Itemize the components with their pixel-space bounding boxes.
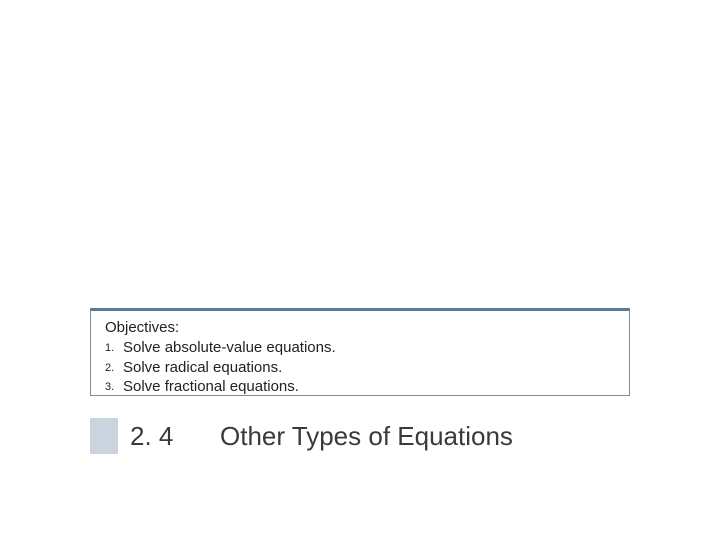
list-item: 1. Solve absolute-value equations.: [123, 338, 615, 358]
item-number: 3.: [105, 380, 114, 394]
item-text: Solve absolute-value equations.: [123, 339, 336, 356]
objectives-list: 1. Solve absolute-value equations. 2. So…: [105, 338, 615, 397]
item-number: 2.: [105, 361, 114, 375]
section-number: 2. 4: [130, 421, 220, 452]
objectives-box: Objectives: 1. Solve absolute-value equa…: [90, 308, 630, 396]
objectives-heading: Objectives:: [105, 319, 615, 336]
list-item: 3. Solve fractional equations.: [123, 377, 615, 397]
list-item: 2. Solve radical equations.: [123, 358, 615, 378]
title-row: 2. 4 Other Types of Equations: [90, 418, 630, 454]
section-title: Other Types of Equations: [220, 421, 513, 452]
item-text: Solve radical equations.: [123, 359, 282, 376]
item-number: 1.: [105, 341, 114, 355]
item-text: Solve fractional equations.: [123, 378, 299, 395]
accent-block: [90, 418, 118, 454]
